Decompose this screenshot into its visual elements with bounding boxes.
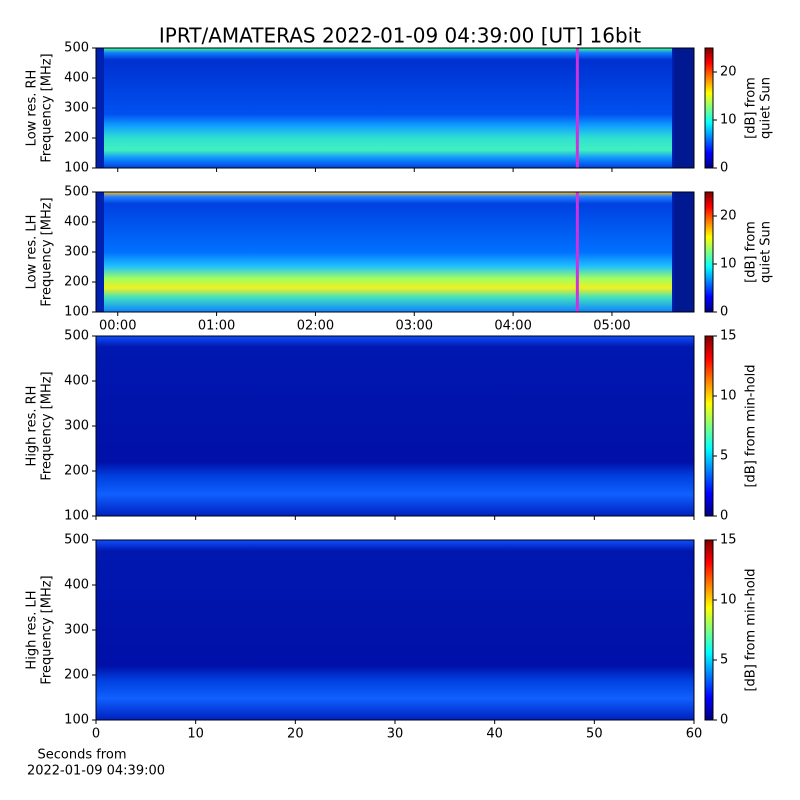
x-tick-label: 40 <box>486 727 503 742</box>
y-tick-label: 300 <box>64 419 89 434</box>
y-tick-label: 500 <box>64 533 89 548</box>
y-tick-label: 400 <box>64 215 89 230</box>
x-tick-label: 0 <box>92 727 100 742</box>
y-axis-label: Frequency [MHz] <box>40 575 55 684</box>
colorbar-tick-label: 10 <box>720 593 737 608</box>
colorbar-tick-label: 0 <box>720 305 728 320</box>
x-tick-label: 20 <box>287 727 304 742</box>
y-tick-label: 300 <box>64 101 89 116</box>
x-tick-label: 02:00 <box>297 319 334 334</box>
y-tick-label: 100 <box>64 713 89 728</box>
y-tick-label: 100 <box>64 305 89 320</box>
figure-title: IPRT/AMATERAS 2022-01-09 04:39:00 [UT] 1… <box>159 24 641 48</box>
x-tick-label: 03:00 <box>396 319 433 334</box>
x-tick-label: 30 <box>387 727 404 742</box>
colorbar-tick-label: 10 <box>720 257 737 272</box>
y-axis-label: Frequency [MHz] <box>40 371 55 480</box>
colorbar-tick-label: 20 <box>720 209 737 224</box>
spectrogram-edge <box>674 48 694 168</box>
y-axis-label: Frequency [MHz] <box>40 53 55 162</box>
colorbar-tick-label: 5 <box>720 653 728 668</box>
colorbar-label: [dB] from min-hold <box>744 364 759 487</box>
colorbar-tick-label: 15 <box>720 533 737 548</box>
y-axis-label: Low res. LH <box>25 215 40 290</box>
colorbar-tick-label: 0 <box>720 161 728 176</box>
y-tick-label: 200 <box>64 131 89 146</box>
x-tick-label: 01:00 <box>198 319 235 334</box>
colorbar-tick-label: 0 <box>720 509 728 524</box>
x-tick-label: 10 <box>187 727 204 742</box>
colorbar <box>704 335 714 517</box>
y-tick-label: 200 <box>64 668 89 683</box>
colorbar-tick-label: 5 <box>720 449 728 464</box>
y-axis-label: High res. RH <box>25 386 40 467</box>
spectrogram-image <box>96 540 694 720</box>
x-tick-label: 04:00 <box>494 319 531 334</box>
colorbar-tick-label: 10 <box>720 113 737 128</box>
spectrogram-image <box>96 336 694 516</box>
x-tick-label: 00:00 <box>99 319 136 334</box>
y-axis-label: Frequency [MHz] <box>40 197 55 306</box>
colorbar-tick-label: 0 <box>720 713 728 728</box>
y-tick-label: 400 <box>64 374 89 389</box>
colorbar-tick-label: 15 <box>720 329 737 344</box>
y-tick-label: 200 <box>64 275 89 290</box>
colorbar-label: [dB] from <box>744 221 759 283</box>
x-tick-label: 50 <box>586 727 603 742</box>
colorbar <box>704 539 714 721</box>
y-tick-label: 500 <box>64 41 89 56</box>
spectrogram-image <box>104 48 672 168</box>
y-axis-label: High res. LH <box>25 590 40 669</box>
y-tick-label: 500 <box>64 329 89 344</box>
spectrogram-edge <box>674 192 694 312</box>
colorbar-label: quiet Sun <box>759 77 774 139</box>
colorbar-tick-label: 20 <box>720 65 737 80</box>
colorbar-label: quiet Sun <box>759 221 774 283</box>
x-axis-label: Seconds from <box>37 748 126 763</box>
y-tick-label: 400 <box>64 71 89 86</box>
y-tick-label: 400 <box>64 578 89 593</box>
y-tick-label: 300 <box>64 245 89 260</box>
x-axis-label: 2022-01-09 04:39:00 <box>27 764 165 779</box>
colorbar-tick-label: 10 <box>720 389 737 404</box>
y-tick-label: 200 <box>64 464 89 479</box>
y-tick-label: 500 <box>64 185 89 200</box>
colorbar <box>704 47 714 169</box>
x-tick-label: 60 <box>686 727 703 742</box>
y-axis-label: Low res. RH <box>25 70 40 147</box>
colorbar <box>704 191 714 313</box>
spectrogram-image <box>104 192 672 312</box>
colorbar-label: [dB] from <box>744 77 759 139</box>
x-tick-label: 05:00 <box>593 319 630 334</box>
y-tick-label: 300 <box>64 623 89 638</box>
y-tick-label: 100 <box>64 161 89 176</box>
colorbar-label: [dB] from min-hold <box>744 568 759 691</box>
y-tick-label: 100 <box>64 509 89 524</box>
